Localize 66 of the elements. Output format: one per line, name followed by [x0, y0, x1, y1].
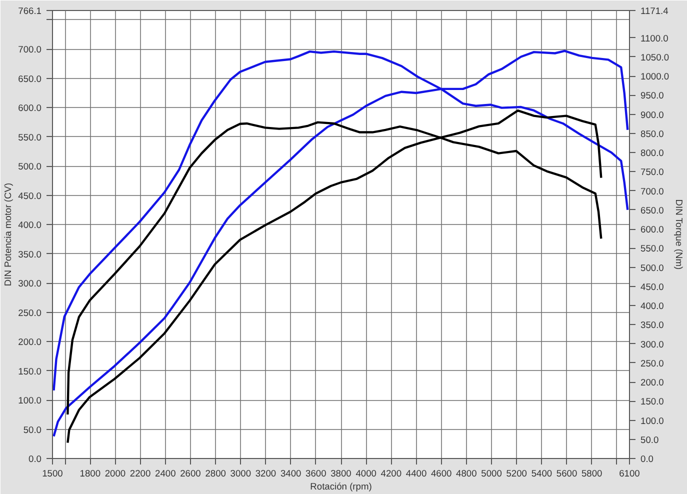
y-tick-label: 200.0 [18, 337, 42, 348]
y2-tick-label: 150.0 [640, 396, 664, 407]
y2-tick-label: 800.0 [640, 148, 664, 158]
x-tick-label: 3600 [306, 468, 326, 478]
x-tick-label: 2600 [180, 468, 201, 478]
y2-tick-label: 250.0 [640, 358, 664, 368]
y2-tick-label: 200.0 [640, 378, 664, 388]
x-tick-label: 4000 [356, 468, 376, 478]
x-tick-label: 3400 [280, 468, 302, 478]
y-tick-label: 50.0 [23, 424, 42, 435]
y-tick-label: 650.0 [18, 74, 42, 84]
y2-tick-label: 50.0 [640, 434, 659, 445]
x-tick-label: 4200 [380, 468, 402, 478]
x-tick-label: 3800 [330, 468, 352, 478]
y2-tick-label: 950.0 [640, 90, 664, 101]
x-tick-label: 1800 [80, 468, 101, 478]
y-tick-label: 500.0 [18, 162, 42, 172]
y2-tick-label: 850.0 [640, 128, 664, 139]
y-axis-title: DIN Potencia motor (CV) [3, 182, 14, 286]
y-tick-label: 150.0 [18, 366, 42, 376]
y2-tick-label: 100.0 [640, 416, 664, 426]
x-tick-label: 4600 [430, 468, 452, 478]
x-tick-label: 5000 [481, 468, 502, 478]
y-tick-label: 0.0 [28, 454, 42, 464]
y2-tick-label: 1000.0 [640, 72, 670, 82]
y2-tick-label: 1100.0 [640, 33, 668, 44]
y-tick-label: 600.0 [18, 103, 42, 114]
y2-tick-label: 400.0 [640, 301, 664, 312]
y-tick-label: 350.0 [18, 249, 42, 260]
y2-axis-title: DIN Torque (Nm) [674, 199, 684, 270]
y2-tick-label: 750.0 [640, 167, 664, 178]
y2-tick-label: 600.0 [640, 224, 664, 235]
x-tick-label: 2200 [130, 468, 151, 478]
x-tick-label: 5400 [531, 468, 552, 478]
y-tick-label: 450.0 [18, 190, 42, 201]
y-tick-label: 550.0 [18, 132, 42, 142]
y-tick-label: 300.0 [18, 278, 42, 289]
y-tick-label: 400.0 [18, 220, 42, 230]
x-tick-label: 6100 [619, 468, 640, 478]
y2-tick-label: 300.0 [640, 339, 664, 350]
x-tick-label: 2400 [155, 468, 176, 478]
y-tick-label: 766.1 [18, 6, 42, 16]
x-tick-label: 3200 [255, 468, 276, 478]
y-tick-label: 250.0 [18, 308, 42, 318]
y2-tick-label: 450.0 [640, 282, 664, 292]
y2-tick-label: 650.0 [640, 205, 664, 216]
x-axis-title: Rotación (rpm) [310, 482, 372, 492]
y2-tick-label: 1050.0 [640, 52, 670, 62]
y2-tick-label: 350.0 [640, 320, 664, 330]
y2-tick-label: 550.0 [640, 244, 664, 254]
y2-tick-label: 0.0 [640, 454, 654, 464]
x-tick-label: 3000 [230, 468, 252, 478]
x-tick-label: 2800 [205, 468, 226, 478]
x-tick-label: 5600 [556, 468, 578, 478]
x-tick-label: 4800 [456, 468, 477, 478]
y2-tick-label: 700.0 [640, 186, 664, 196]
x-tick-label: 5800 [581, 468, 602, 478]
y-tick-label: 100.0 [18, 396, 42, 406]
y2-tick-label: 900.0 [640, 110, 664, 120]
x-tick-label: 5200 [506, 468, 527, 478]
y2-tick-label: 1171.4 [640, 6, 668, 16]
x-tick-label: 4400 [406, 468, 427, 478]
x-tick-label: 1500 [42, 468, 63, 478]
y2-tick-label: 500.0 [640, 262, 664, 273]
y-tick-label: 700.0 [18, 44, 42, 55]
x-tick-label: 2000 [104, 468, 126, 478]
